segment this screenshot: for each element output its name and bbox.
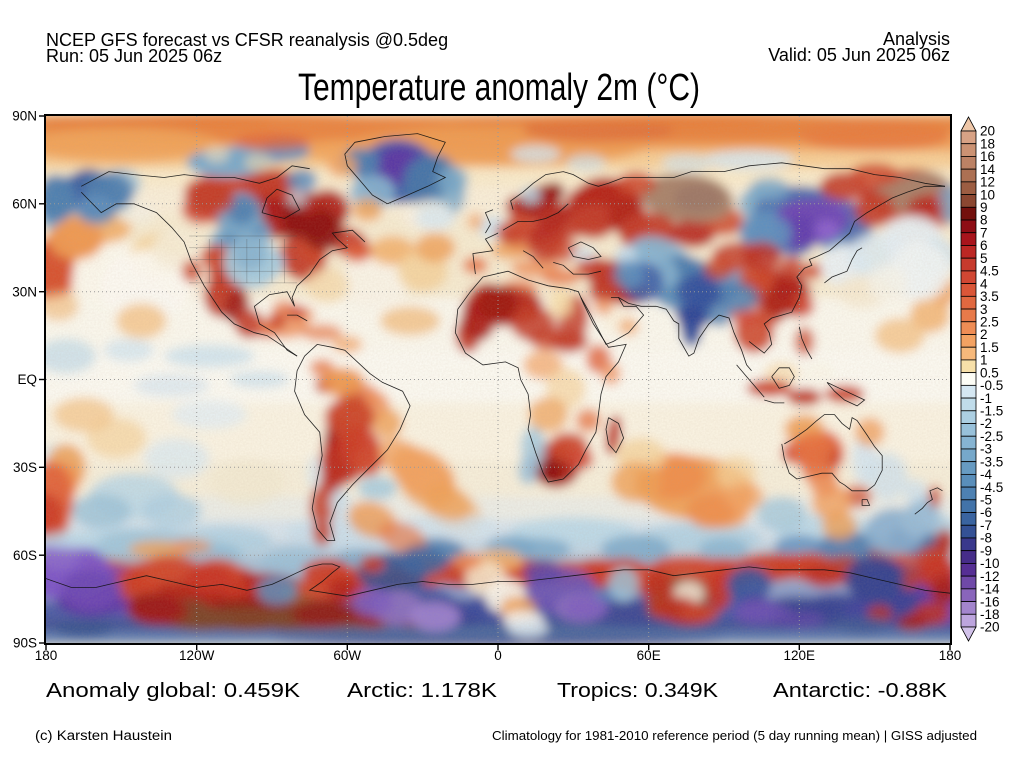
svg-text:-8: -8 [980, 531, 992, 546]
svg-text:Climatology for 1981-2010 refe: Climatology for 1981-2010 reference peri… [492, 728, 977, 743]
svg-text:Analysis: Analysis [883, 29, 950, 49]
svg-text:-18: -18 [980, 607, 1000, 622]
svg-text:-1.5: -1.5 [980, 403, 1003, 418]
svg-text:-7: -7 [980, 518, 992, 533]
svg-text:-2.5: -2.5 [980, 429, 1003, 444]
svg-text:12: 12 [980, 175, 995, 190]
svg-text:-4.5: -4.5 [980, 480, 1003, 495]
svg-text:60S: 60S [13, 548, 37, 563]
svg-text:7: 7 [980, 225, 988, 240]
svg-text:90N: 90N [12, 109, 37, 124]
svg-text:1.5: 1.5 [980, 340, 999, 355]
svg-text:120E: 120E [784, 648, 816, 663]
svg-text:14: 14 [980, 162, 996, 177]
svg-text:2.5: 2.5 [980, 314, 999, 329]
svg-text:30N: 30N [12, 284, 37, 299]
svg-text:Run: 05 Jun 2025 06z: Run: 05 Jun 2025 06z [46, 46, 222, 66]
svg-text:-4: -4 [980, 467, 992, 482]
svg-text:Antarctic: -0.88K: Antarctic: -0.88K [773, 680, 948, 702]
svg-text:-14: -14 [980, 582, 1000, 597]
svg-text:0: 0 [494, 648, 502, 663]
svg-text:2: 2 [980, 327, 988, 342]
svg-text:Arctic: 1.178K: Arctic: 1.178K [347, 680, 498, 702]
svg-text:10: 10 [980, 187, 995, 202]
svg-text:9: 9 [980, 200, 988, 215]
svg-text:16: 16 [980, 149, 995, 164]
svg-text:60N: 60N [12, 197, 37, 212]
svg-text:NCEP GFS forecast vs CFSR rean: NCEP GFS forecast vs CFSR reanalysis @0.… [46, 30, 448, 50]
svg-text:-12: -12 [980, 569, 1000, 584]
svg-text:-20: -20 [980, 620, 1000, 635]
svg-text:60E: 60E [637, 648, 661, 663]
svg-text:5: 5 [980, 251, 988, 266]
svg-text:30S: 30S [13, 460, 37, 475]
svg-text:(c) Karsten Haustein: (c) Karsten Haustein [35, 728, 172, 743]
svg-text:90S: 90S [13, 636, 37, 651]
svg-text:60W: 60W [333, 648, 361, 663]
svg-text:-2: -2 [980, 416, 992, 431]
svg-text:120W: 120W [179, 648, 215, 663]
svg-text:-3.5: -3.5 [980, 454, 1003, 469]
svg-text:3: 3 [980, 302, 988, 317]
svg-text:3.5: 3.5 [980, 289, 999, 304]
svg-text:1: 1 [980, 353, 988, 368]
svg-text:-1: -1 [980, 391, 992, 406]
svg-text:4: 4 [980, 276, 988, 291]
svg-text:8: 8 [980, 213, 988, 228]
svg-text:18: 18 [980, 136, 995, 151]
svg-text:-5: -5 [980, 493, 992, 508]
svg-text:-3: -3 [980, 442, 992, 457]
svg-text:-10: -10 [980, 556, 1000, 571]
svg-text:4.5: 4.5 [980, 264, 999, 279]
svg-text:Anomaly global: 0.459K: Anomaly global: 0.459K [46, 680, 301, 702]
svg-text:6: 6 [980, 238, 988, 253]
svg-text:180: 180 [35, 648, 58, 663]
svg-text:-0.5: -0.5 [980, 378, 1003, 393]
svg-text:-16: -16 [980, 594, 1000, 609]
svg-text:EQ: EQ [17, 372, 37, 387]
svg-text:-6: -6 [980, 505, 992, 520]
svg-text:Temperature anomaly 2m (°C): Temperature anomaly 2m (°C) [298, 67, 700, 109]
svg-text:Tropics: 0.349K: Tropics: 0.349K [557, 680, 719, 702]
svg-text:20: 20 [980, 124, 995, 139]
svg-text:0.5: 0.5 [980, 365, 999, 380]
svg-text:180: 180 [939, 648, 962, 663]
svg-text:Valid: 05 Jun 2025 06z: Valid: 05 Jun 2025 06z [768, 45, 950, 65]
svg-text:-9: -9 [980, 543, 992, 558]
